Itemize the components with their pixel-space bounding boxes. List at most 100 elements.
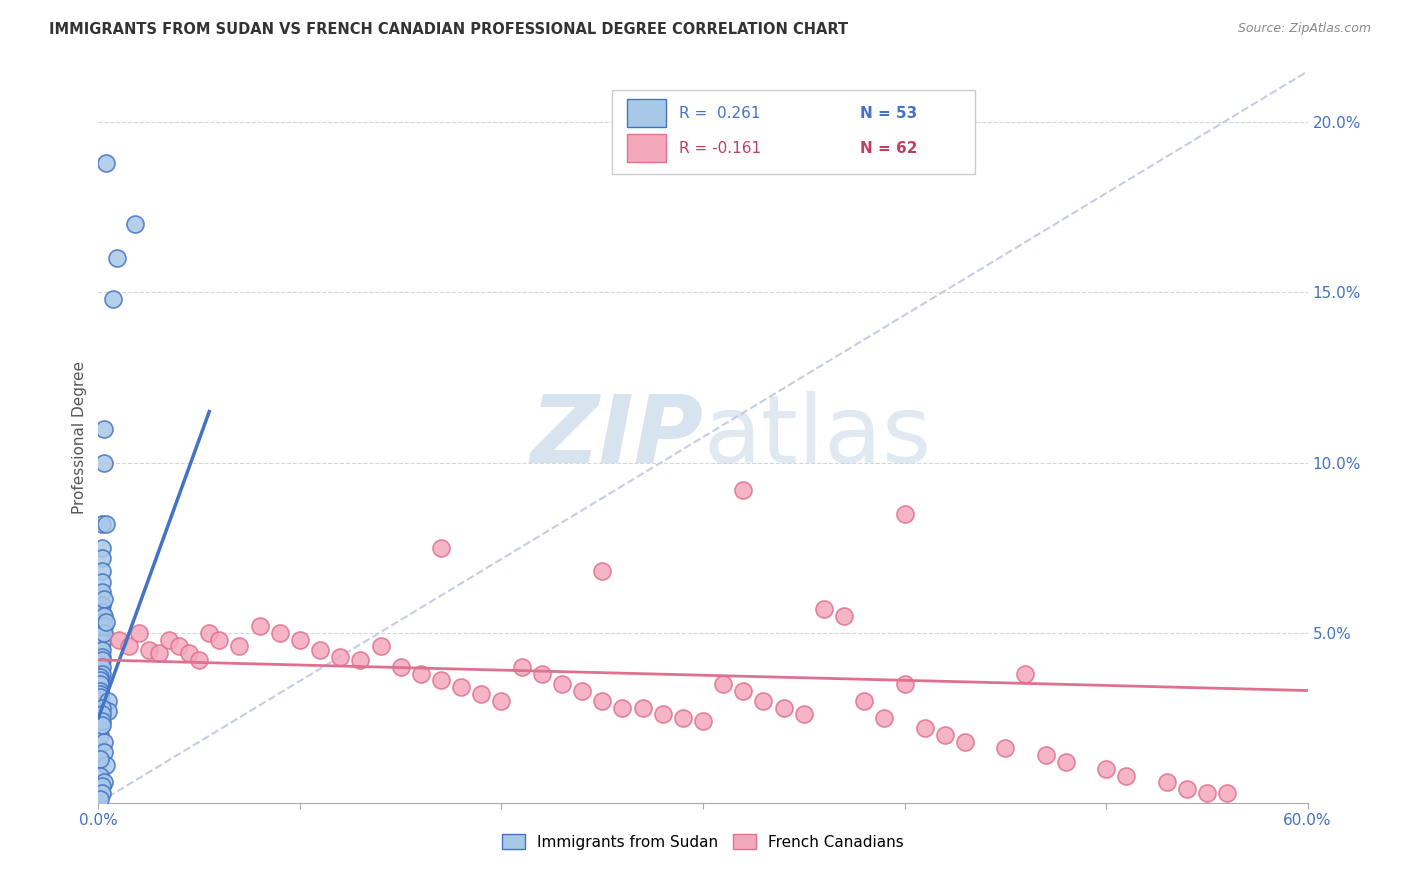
Point (93, 745, 115, 759)
Text: R = -0.161: R = -0.161 (679, 141, 761, 156)
Point (91, 632, 114, 647)
Point (93, 456, 115, 470)
Point (329, 649, 352, 664)
Point (269, 625, 291, 640)
Point (128, 625, 150, 640)
Point (873, 711, 896, 725)
Point (93, 775, 115, 789)
Point (89, 768, 111, 782)
Point (93, 421, 115, 435)
Point (853, 694, 876, 708)
Point (89, 670, 111, 684)
Point (89, 721, 111, 735)
Point (491, 694, 513, 708)
Point (198, 625, 221, 640)
Text: IMMIGRANTS FROM SUDAN VS FRENCH CANADIAN PROFESSIONAL DEGREE CORRELATION CHART: IMMIGRANTS FROM SUDAN VS FRENCH CANADIAN… (49, 22, 848, 37)
Point (89, 683, 111, 698)
Point (148, 646, 170, 660)
Text: N = 53: N = 53 (860, 105, 918, 120)
Point (813, 602, 835, 616)
Text: N = 62: N = 62 (860, 141, 918, 156)
Point (631, 700, 654, 714)
Point (96, 615, 118, 630)
Point (1014, 666, 1036, 681)
Point (91, 615, 114, 630)
Point (91, 636, 114, 650)
Point (934, 728, 956, 742)
Point (389, 659, 412, 673)
Point (1035, 748, 1057, 763)
Point (179, 646, 201, 660)
Point (349, 653, 371, 667)
Point (91, 666, 114, 681)
Point (1115, 768, 1137, 782)
Point (1175, 782, 1198, 797)
Point (1156, 775, 1178, 789)
Point (208, 632, 231, 647)
Point (711, 677, 734, 691)
Point (91, 541, 114, 555)
Bar (613, 90, 976, 174)
Point (97, 704, 120, 718)
Point (91, 565, 114, 579)
Point (914, 721, 936, 735)
Point (89, 690, 111, 705)
Point (430, 673, 453, 688)
Point (157, 632, 180, 647)
Text: ZIP: ZIP (530, 391, 703, 483)
Point (91, 786, 114, 800)
Point (91, 599, 114, 613)
Point (91, 653, 114, 667)
Point (832, 608, 855, 623)
Point (288, 632, 311, 647)
Point (1054, 755, 1077, 769)
Point (370, 640, 392, 654)
Point (105, 252, 128, 266)
Text: atlas: atlas (703, 391, 931, 483)
Point (96, 758, 118, 772)
Point (91, 700, 114, 714)
Point (93, 591, 115, 606)
Legend: Immigrants from Sudan, French Canadians: Immigrants from Sudan, French Canadians (494, 826, 912, 857)
Point (309, 642, 332, 657)
Point (93, 619, 115, 633)
Point (530, 666, 553, 681)
Point (793, 707, 815, 722)
Point (167, 640, 190, 654)
Point (101, 293, 124, 307)
Point (96, 156, 118, 170)
Point (430, 541, 453, 555)
Point (118, 640, 141, 654)
Point (510, 659, 533, 673)
Point (893, 677, 915, 691)
Point (249, 619, 271, 633)
Point (409, 666, 432, 681)
Point (188, 653, 211, 667)
Point (91, 714, 114, 728)
Point (228, 640, 250, 654)
Y-axis label: Professional Degree: Professional Degree (72, 360, 87, 514)
Point (692, 714, 714, 728)
Point (470, 687, 492, 701)
Point (591, 565, 613, 579)
Point (91, 516, 114, 531)
Point (96, 516, 118, 531)
Point (124, 218, 146, 232)
Point (91, 605, 114, 619)
Text: Source: ZipAtlas.com: Source: ZipAtlas.com (1237, 22, 1371, 36)
Point (91, 649, 114, 664)
Point (91, 574, 114, 589)
Bar (627, 99, 665, 127)
Point (953, 734, 976, 748)
Point (89, 673, 111, 688)
Point (651, 707, 673, 722)
Point (89, 728, 111, 742)
Point (893, 507, 915, 521)
Point (91, 707, 114, 722)
Point (733, 683, 755, 698)
Point (91, 625, 114, 640)
Point (93, 625, 115, 640)
Point (89, 711, 111, 725)
Point (672, 711, 695, 725)
Point (1095, 762, 1118, 776)
